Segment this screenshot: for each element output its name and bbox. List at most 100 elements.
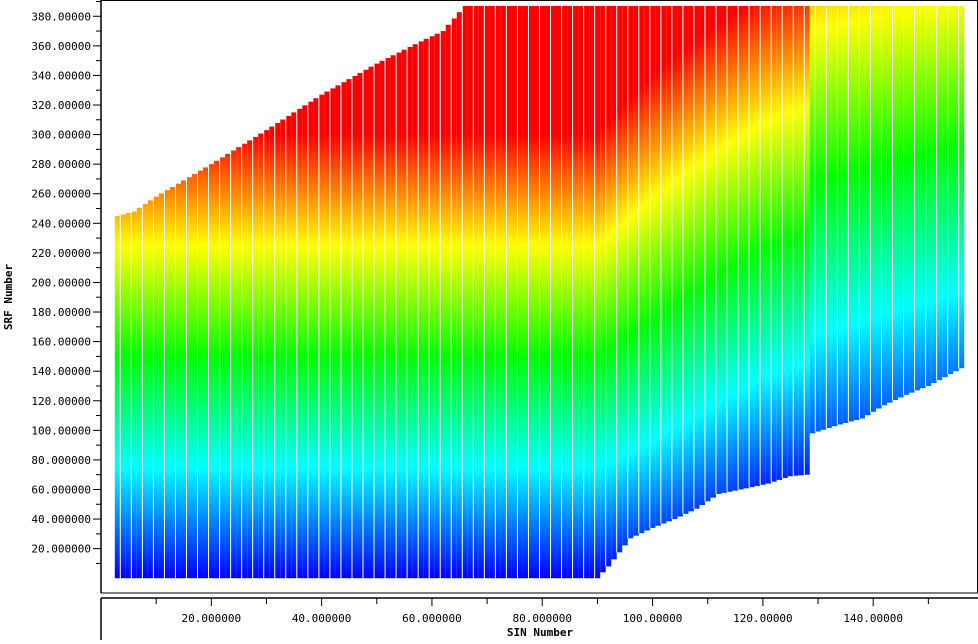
coverage-column — [528, 5, 534, 579]
coverage-column — [545, 5, 551, 579]
coverage-column — [677, 5, 683, 517]
coverage-column — [622, 5, 628, 546]
y-tick-label: 240.00000 — [31, 217, 91, 230]
y-tick-label: 60.000000 — [31, 483, 91, 496]
coverage-column — [953, 5, 959, 372]
coverage-column — [440, 31, 446, 579]
coverage-column — [627, 5, 634, 539]
x-tick-label: 20.000000 — [182, 612, 242, 625]
coverage-column — [136, 207, 143, 579]
coverage-column — [660, 5, 667, 524]
coverage-column — [368, 66, 375, 579]
coverage-column — [511, 5, 518, 579]
coverage-column — [567, 5, 573, 579]
coverage-column — [363, 69, 369, 579]
x-axis-title: SIN Number — [507, 626, 574, 639]
y-tick-label: 180.00000 — [31, 306, 91, 319]
coverage-column — [859, 5, 865, 419]
coverage-column — [732, 5, 739, 491]
coverage-column — [903, 5, 910, 395]
coverage-column — [605, 5, 612, 567]
coverage-column — [473, 5, 479, 579]
coverage-column — [600, 5, 606, 573]
coverage-column — [313, 98, 319, 579]
coverage-column — [815, 5, 821, 432]
coverage-column — [958, 5, 965, 369]
y-tick-label: 200.00000 — [31, 276, 91, 289]
coverage-column — [225, 153, 231, 579]
coverage-column — [429, 36, 435, 579]
coverage-column — [208, 164, 215, 579]
coverage-column — [909, 5, 915, 393]
coverage-column — [589, 5, 595, 579]
coverage-column — [153, 196, 159, 579]
coverage-column — [539, 5, 546, 579]
y-tick-label: 20.000000 — [31, 543, 91, 556]
y-tick-label: 40.000000 — [31, 513, 91, 526]
x-tick-label: 120.00000 — [733, 612, 793, 625]
coverage-column — [158, 193, 165, 579]
coverage-column — [898, 5, 904, 398]
coverage-column — [147, 200, 154, 579]
coverage-column — [241, 143, 248, 579]
x-tick-label: 60.000000 — [402, 612, 462, 625]
coverage-column — [693, 5, 700, 509]
coverage-column — [445, 24, 452, 579]
coverage-column — [892, 5, 899, 401]
coverage-column — [920, 5, 926, 389]
coverage-column — [247, 140, 253, 579]
coverage-column — [561, 5, 568, 579]
coverage-column — [192, 173, 198, 579]
y-tick-label: 360.00000 — [31, 40, 91, 53]
coverage-column — [798, 5, 805, 476]
coverage-column — [169, 186, 176, 579]
coverage-column — [236, 147, 242, 579]
y-tick-label: 160.00000 — [31, 336, 91, 349]
plot-area — [114, 5, 965, 579]
y-tick-label: 300.00000 — [31, 129, 91, 142]
coverage-column — [379, 60, 386, 579]
coverage-column — [451, 18, 457, 579]
coverage-column — [285, 115, 292, 579]
coverage-column — [556, 5, 562, 579]
coverage-column — [820, 5, 827, 430]
coverage-column — [291, 112, 297, 579]
coverage-column — [175, 183, 181, 579]
coverage-column — [611, 5, 617, 560]
coverage-column — [749, 5, 755, 488]
y-tick-label: 320.00000 — [31, 99, 91, 112]
coverage-column — [456, 12, 463, 579]
coverage-column — [120, 214, 126, 579]
coverage-column — [131, 211, 137, 579]
coverage-column — [942, 5, 948, 378]
x-tick-label: 140.00000 — [843, 612, 903, 625]
coverage-column — [390, 55, 397, 579]
y-axis: 20.000000 40.000000 60.000000 80.000000 100.… — [31, 0, 101, 564]
coverage-column — [848, 5, 854, 422]
coverage-column — [826, 5, 832, 428]
coverage-column — [638, 5, 645, 534]
coverage-column — [649, 5, 656, 528]
coverage-column — [351, 76, 358, 579]
coverage-column — [230, 150, 237, 579]
coverage-column — [583, 5, 590, 579]
coverage-column — [716, 5, 722, 494]
y-axis-title: SRF Number — [2, 264, 15, 331]
coverage-column — [214, 160, 220, 579]
coverage-column — [203, 167, 209, 579]
coverage-column — [125, 212, 132, 579]
coverage-column — [760, 5, 766, 485]
coverage-column — [307, 101, 314, 579]
coverage-column — [644, 5, 650, 531]
coverage-column — [771, 5, 777, 482]
coverage-column — [616, 5, 623, 553]
coverage-column — [263, 130, 270, 579]
coverage-column — [484, 5, 490, 579]
coverage-column — [886, 5, 893, 403]
coverage-column — [842, 5, 849, 423]
coverage-column — [743, 5, 750, 489]
coverage-column — [578, 5, 584, 579]
x-tick-label: 80.000000 — [512, 612, 572, 625]
coverage-column — [329, 88, 336, 579]
